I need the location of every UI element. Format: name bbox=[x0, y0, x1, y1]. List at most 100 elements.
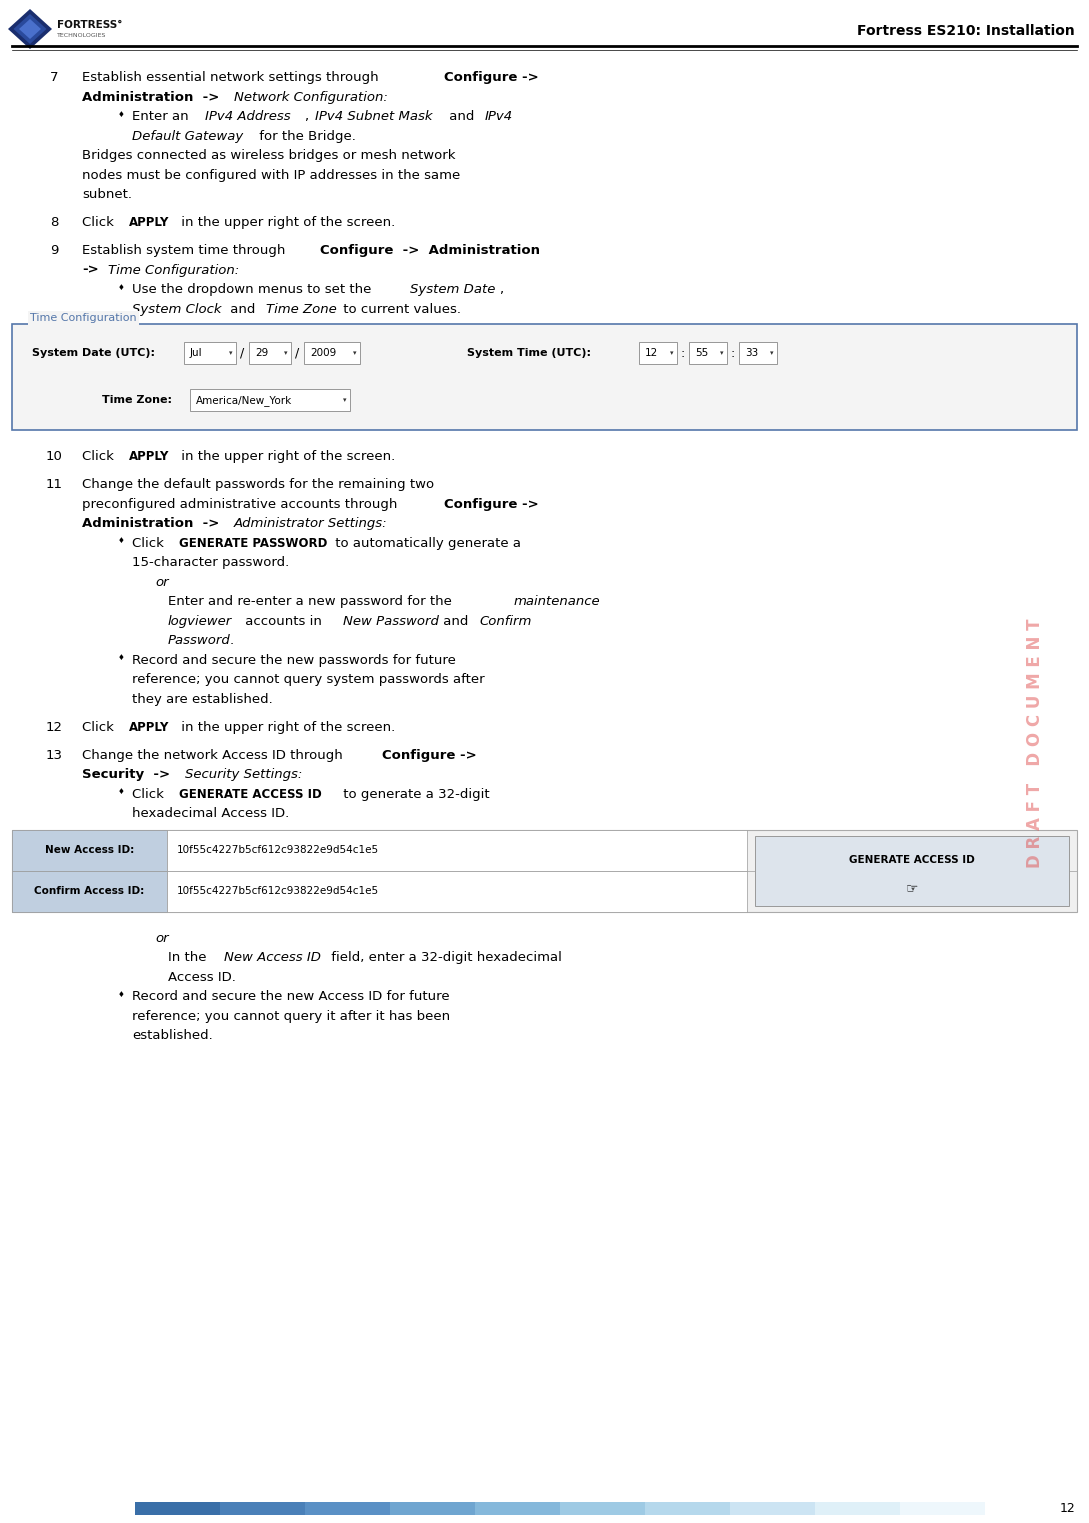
Bar bbox=[739, 343, 776, 364]
Bar bbox=[560, 1502, 645, 1515]
Text: 8: 8 bbox=[50, 216, 59, 228]
Text: 2009: 2009 bbox=[310, 349, 337, 358]
Text: 9: 9 bbox=[50, 244, 59, 257]
Text: Record and secure the new passwords for future: Record and secure the new passwords for … bbox=[132, 653, 456, 667]
Text: New Password: New Password bbox=[343, 615, 439, 627]
Text: 15-character password.: 15-character password. bbox=[132, 556, 290, 570]
Text: Click: Click bbox=[132, 787, 168, 801]
Text: in the upper right of the screen.: in the upper right of the screen. bbox=[178, 451, 395, 463]
Bar bbox=[220, 1502, 305, 1515]
Text: GENERATE ACCESS ID: GENERATE ACCESS ID bbox=[179, 787, 321, 801]
Text: Configure  ->  Administration: Configure -> Administration bbox=[320, 244, 540, 257]
Bar bbox=[12, 871, 167, 912]
Text: Change the network Access ID through: Change the network Access ID through bbox=[82, 749, 347, 762]
Text: Access ID.: Access ID. bbox=[168, 970, 236, 984]
Text: ♦: ♦ bbox=[118, 110, 125, 119]
Text: New Access ID: New Access ID bbox=[224, 952, 321, 964]
Text: Time Configuration:: Time Configuration: bbox=[108, 263, 240, 277]
Bar bbox=[900, 1502, 984, 1515]
Bar bbox=[730, 1502, 815, 1515]
Text: Establish system time through: Establish system time through bbox=[82, 244, 290, 257]
Text: Record and secure the new Access ID for future: Record and secure the new Access ID for … bbox=[132, 990, 450, 1004]
Text: in the upper right of the screen.: in the upper right of the screen. bbox=[178, 720, 395, 734]
Text: to generate a 32-digit: to generate a 32-digit bbox=[339, 787, 490, 801]
Bar bbox=[304, 343, 360, 364]
Text: nodes must be configured with IP addresses in the same: nodes must be configured with IP address… bbox=[82, 169, 461, 181]
Text: Use the dropdown menus to set the: Use the dropdown menus to set the bbox=[132, 283, 376, 295]
Text: :: : bbox=[681, 347, 685, 359]
Text: established.: established. bbox=[132, 1030, 212, 1042]
Text: Establish essential network settings through: Establish essential network settings thr… bbox=[82, 72, 383, 84]
Text: 11: 11 bbox=[46, 478, 63, 490]
Text: Bridges connected as wireless bridges or mesh network: Bridges connected as wireless bridges or… bbox=[82, 149, 455, 161]
Text: Click: Click bbox=[82, 216, 118, 228]
Text: :: : bbox=[731, 347, 735, 359]
Text: GENERATE PASSWORD: GENERATE PASSWORD bbox=[179, 536, 328, 550]
Text: Administrator Settings:: Administrator Settings: bbox=[234, 518, 388, 530]
Text: Click: Click bbox=[82, 720, 118, 734]
Text: FORTRESS°: FORTRESS° bbox=[57, 20, 122, 30]
Text: hexadecimal Access ID.: hexadecimal Access ID. bbox=[132, 807, 290, 821]
Text: Enter and re-enter a new password for the: Enter and re-enter a new password for th… bbox=[168, 595, 456, 608]
Text: America/New_York: America/New_York bbox=[196, 394, 292, 405]
Text: Configure ->: Configure -> bbox=[444, 498, 539, 510]
Text: 13: 13 bbox=[46, 749, 63, 762]
Text: Time Configuration: Time Configuration bbox=[30, 314, 136, 323]
Text: System Date (UTC):: System Date (UTC): bbox=[32, 349, 155, 358]
Text: ▾: ▾ bbox=[770, 350, 773, 356]
Text: In the: In the bbox=[168, 952, 211, 964]
Text: Time Zone:: Time Zone: bbox=[102, 394, 172, 405]
Bar bbox=[305, 1502, 390, 1515]
Bar bbox=[167, 871, 747, 912]
Bar bbox=[475, 1502, 560, 1515]
Text: ♦: ♦ bbox=[118, 787, 125, 797]
Bar bbox=[815, 1502, 900, 1515]
Bar bbox=[755, 836, 1069, 906]
Text: to current values.: to current values. bbox=[339, 303, 461, 315]
Bar bbox=[189, 390, 350, 411]
Polygon shape bbox=[8, 9, 52, 49]
Text: 10: 10 bbox=[46, 451, 63, 463]
Text: 55: 55 bbox=[695, 349, 708, 358]
Text: Security  ->: Security -> bbox=[82, 768, 170, 781]
Text: to automatically generate a: to automatically generate a bbox=[331, 536, 521, 550]
Text: Fortress ES210: Installation: Fortress ES210: Installation bbox=[857, 24, 1075, 38]
Text: GENERATE ACCESS ID: GENERATE ACCESS ID bbox=[849, 856, 975, 865]
Text: 12: 12 bbox=[1060, 1502, 1075, 1515]
Text: Click: Click bbox=[82, 451, 118, 463]
Text: ▾: ▾ bbox=[229, 350, 232, 356]
Text: /: / bbox=[240, 347, 244, 359]
Text: .: . bbox=[230, 634, 234, 647]
Text: APPLY: APPLY bbox=[129, 216, 170, 228]
Bar bbox=[12, 324, 1077, 429]
Text: /: / bbox=[295, 347, 299, 359]
Text: Jul: Jul bbox=[189, 349, 203, 358]
Text: System Date: System Date bbox=[409, 283, 495, 295]
Text: in the upper right of the screen.: in the upper right of the screen. bbox=[178, 216, 395, 228]
Bar bbox=[689, 343, 727, 364]
Text: ♦: ♦ bbox=[118, 653, 125, 663]
Text: Change the default passwords for the remaining two: Change the default passwords for the rem… bbox=[82, 478, 435, 490]
Text: maintenance: maintenance bbox=[514, 595, 601, 608]
Text: ▾: ▾ bbox=[670, 350, 673, 356]
Text: APPLY: APPLY bbox=[129, 451, 170, 463]
Text: for the Bridge.: for the Bridge. bbox=[255, 129, 356, 143]
Text: logviewer: logviewer bbox=[168, 615, 232, 627]
Text: or: or bbox=[155, 576, 169, 589]
Text: 10f55c4227b5cf612c93822e9d54c1e5: 10f55c4227b5cf612c93822e9d54c1e5 bbox=[178, 886, 379, 896]
Bar bbox=[12, 830, 167, 871]
Polygon shape bbox=[13, 14, 47, 44]
Bar bbox=[135, 1502, 220, 1515]
Text: Security Settings:: Security Settings: bbox=[185, 768, 303, 781]
Text: System Clock: System Clock bbox=[132, 303, 221, 315]
Text: Click: Click bbox=[132, 536, 168, 550]
Text: ,: , bbox=[499, 283, 503, 295]
Text: APPLY: APPLY bbox=[129, 720, 170, 734]
Text: ▾: ▾ bbox=[720, 350, 723, 356]
Text: IPv4: IPv4 bbox=[485, 110, 513, 123]
Text: IPv4 Address: IPv4 Address bbox=[205, 110, 291, 123]
Text: ->: -> bbox=[82, 263, 99, 277]
Text: ,: , bbox=[305, 110, 314, 123]
Text: Administration  ->: Administration -> bbox=[82, 518, 219, 530]
Bar bbox=[12, 830, 1077, 912]
